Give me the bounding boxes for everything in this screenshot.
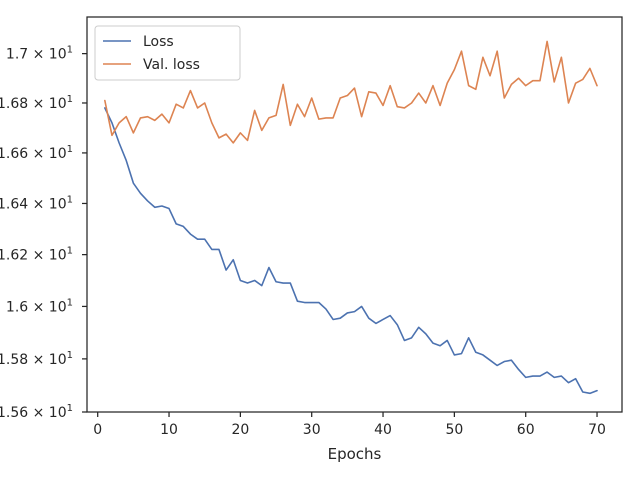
y-tick-label: 1.58 × 101 [0, 350, 73, 368]
y-tick-label: 1.7 × 101 [6, 45, 73, 63]
x-tick-label: 50 [445, 422, 463, 438]
y-tick-exponent: 1 [67, 297, 73, 308]
x-tick-label: 70 [588, 422, 606, 438]
y-tick-exponent: 1 [67, 403, 73, 414]
x-tick-label: 60 [517, 422, 535, 438]
y-tick-mantissa: 1.56 × 10 [0, 405, 67, 421]
legend: Loss Val. loss [94, 25, 241, 81]
y-tick-mantissa: 1.68 × 10 [0, 96, 67, 112]
y-tick-exponent: 1 [67, 246, 73, 257]
series-line-val-loss [104, 40, 598, 144]
y-tick-mantissa: 1.66 × 10 [0, 146, 67, 162]
y-tick-exponent: 1 [67, 45, 73, 56]
x-tick-label: 0 [93, 422, 102, 438]
y-tick-mantissa: 1.7 × 10 [6, 47, 67, 63]
y-tick-label: 1.64 × 101 [0, 194, 73, 212]
y-tick-mantissa: 1.62 × 10 [0, 248, 67, 264]
y-tick-mantissa: 1.6 × 10 [6, 299, 67, 315]
x-axis-label: Epochs [328, 445, 382, 463]
y-tick-mantissa: 1.64 × 10 [0, 196, 67, 212]
legend-label: Val. loss [143, 57, 200, 73]
x-tick-label: 30 [303, 422, 321, 438]
y-tick-exponent: 1 [67, 350, 73, 361]
legend-label: Loss [143, 34, 174, 50]
y-tick-mantissa: 1.58 × 10 [0, 352, 67, 368]
y-tick-label: 1.6 × 101 [6, 297, 73, 315]
legend-box [94, 25, 241, 81]
x-tick-label: 10 [160, 422, 178, 438]
y-tick-label: 1.68 × 101 [0, 94, 73, 112]
series-line-loss [104, 107, 598, 395]
y-tick-label: 1.66 × 101 [0, 144, 73, 162]
x-tick-label: 20 [231, 422, 249, 438]
y-tick-exponent: 1 [67, 94, 73, 105]
y-tick-label: 1.56 × 101 [0, 403, 73, 421]
series-layer [104, 40, 598, 395]
x-tick-label: 40 [374, 422, 392, 438]
y-tick-exponent: 1 [67, 144, 73, 155]
x-axis-ticks: 0 10 20 30 40 50 60 70 [93, 412, 606, 438]
y-tick-exponent: 1 [67, 194, 73, 205]
y-tick-label: 1.62 × 101 [0, 246, 73, 264]
plot-frame [86, 16, 623, 413]
